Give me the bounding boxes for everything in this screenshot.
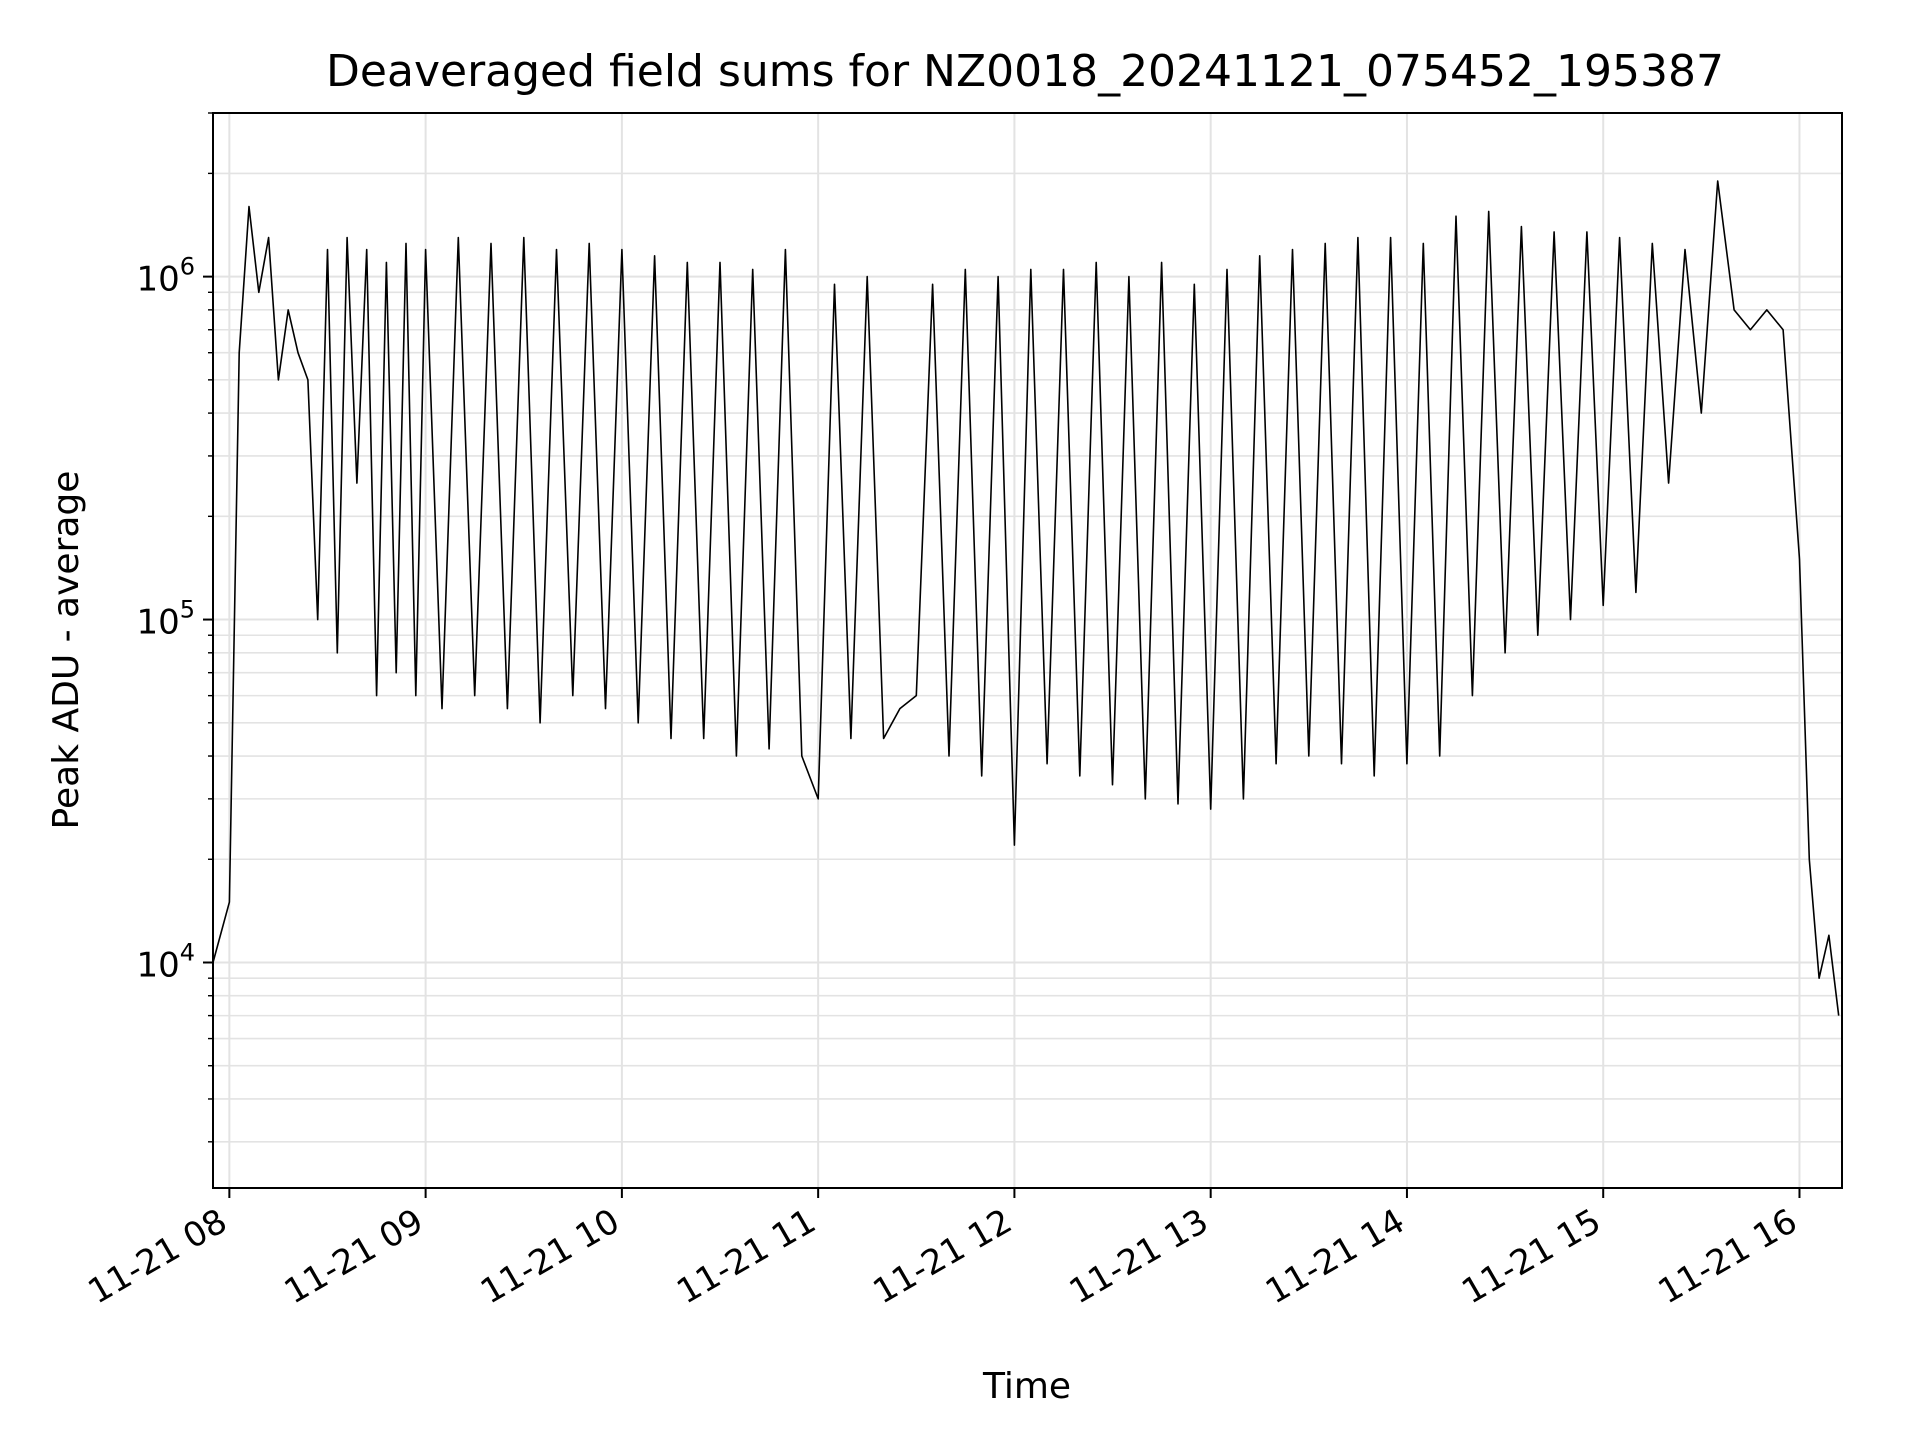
- x-tick-label: 11-21 12: [867, 1201, 1019, 1312]
- grid: [213, 112, 1842, 1188]
- chart-title: Deaveraged field sums for NZ0018_2024112…: [326, 46, 1724, 97]
- y-tick-label: 106: [136, 253, 195, 300]
- y-tick-label: 104: [136, 938, 195, 985]
- x-tick-label: 11-21 13: [1063, 1201, 1215, 1312]
- x-tick-label: 11-21 15: [1455, 1201, 1607, 1312]
- x-tick-label: 11-21 16: [1652, 1201, 1804, 1312]
- x-tick-label: 11-21 11: [670, 1201, 822, 1312]
- series: [212, 180, 1840, 1016]
- y-axis: 104 105 106: [136, 112, 213, 1143]
- x-axis: 11-21 08 11-21 09 11-21 10 11-21 11 11-21 12…: [81, 1188, 1804, 1312]
- x-tick-label: 11-21 10: [474, 1201, 626, 1312]
- x-tick-label: 11-21 14: [1259, 1201, 1411, 1312]
- x-tick-label: 11-21 09: [278, 1201, 430, 1312]
- x-axis-label: Time: [982, 1366, 1071, 1407]
- series-line: [212, 180, 1840, 1016]
- y-axis-label: Peak ADU - average: [46, 471, 87, 830]
- y-tick-label: 105: [136, 596, 195, 643]
- plot-frame: [212, 112, 1843, 1189]
- x-tick-label: 11-21 08: [81, 1201, 233, 1312]
